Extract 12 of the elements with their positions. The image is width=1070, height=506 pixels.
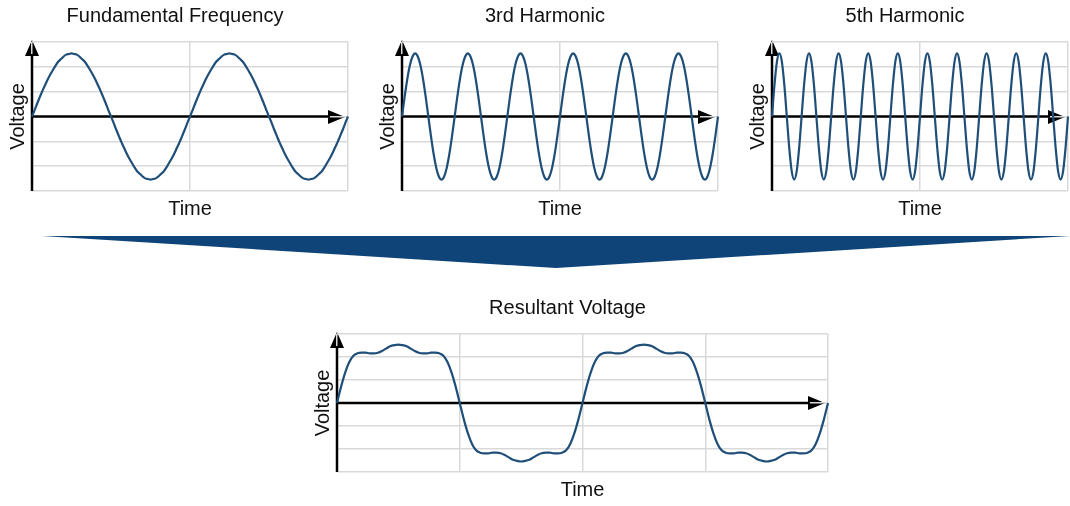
x-axis-title: Time [560, 477, 605, 500]
y-axis-title: Voltage [745, 83, 768, 150]
x-axis-title: Time [898, 196, 942, 219]
chart-title: 5th Harmonic [845, 3, 965, 26]
chart-title: 3rd Harmonic [484, 3, 606, 26]
x-axis-title: Time [538, 196, 582, 219]
chart-title: Resultant Voltage [489, 295, 646, 318]
y-axis-title: Voltage [310, 369, 333, 437]
chart-title: Fundamental Frequency [66, 3, 284, 26]
y-axis-title: Voltage [375, 83, 398, 150]
y-axis-title: Voltage [5, 83, 28, 150]
x-axis-title: Time [168, 196, 212, 219]
